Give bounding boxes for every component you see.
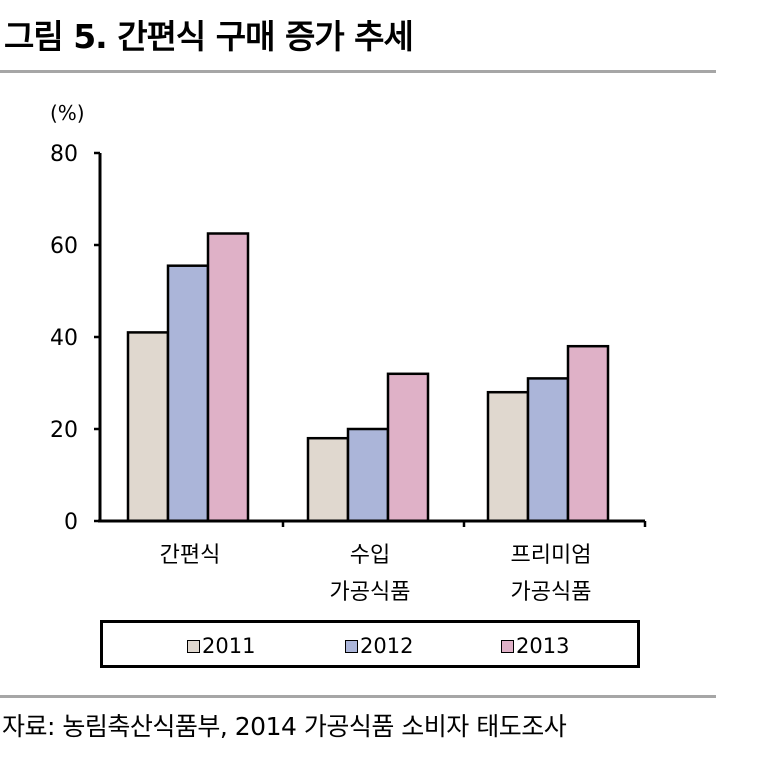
- bar-2013-0: [206, 232, 250, 523]
- legend-item-2011: 2011: [187, 634, 255, 658]
- axes: [98, 153, 647, 527]
- bar-2011-2: [486, 390, 530, 523]
- bar-2012-1: [346, 427, 390, 523]
- legend-swatch: [187, 639, 200, 653]
- bar-2011-1: [306, 436, 350, 523]
- top-divider: [0, 70, 716, 73]
- legend-item-2013: 2013: [501, 634, 569, 658]
- x-category-label: 가공식품: [511, 580, 592, 605]
- x-category-label: 수입: [350, 543, 390, 568]
- bottom-divider: [0, 695, 716, 698]
- legend-label: 2012: [360, 634, 414, 658]
- y-tick-label: 20: [50, 418, 78, 443]
- source-note: 자료: 농림축산식품부, 2014 가공식품 소비자 태도조사: [2, 712, 567, 741]
- y-tick-label: 40: [50, 326, 78, 351]
- x-category-label: 가공식품: [330, 580, 411, 605]
- bar-2013-2: [566, 344, 610, 523]
- bar-2011-0: [126, 331, 170, 523]
- y-unit-label: (%): [50, 101, 85, 125]
- legend-label: 2011: [202, 634, 256, 658]
- figure-title: 그림 5. 간편식 구매 증가 추세: [4, 17, 414, 56]
- x-category-label: 프리미엄: [511, 543, 592, 568]
- bar-2012-0: [166, 264, 210, 523]
- x-category-label: 간편식: [160, 543, 221, 568]
- bars: [126, 232, 610, 523]
- y-tick-label: 60: [50, 234, 78, 259]
- bar-2013-1: [386, 372, 430, 523]
- legend-swatch: [345, 639, 358, 653]
- y-tick-label: 0: [64, 510, 78, 535]
- y-axis-ticks: 0 20 40 60 80: [50, 142, 100, 535]
- legend-item-2012: 2012: [345, 634, 413, 658]
- legend: 2011 2012 2013: [100, 620, 640, 668]
- legend-label: 2013: [516, 634, 570, 658]
- bar-2012-2: [526, 377, 570, 523]
- legend-swatch: [501, 639, 514, 653]
- y-tick-label: 80: [50, 142, 78, 167]
